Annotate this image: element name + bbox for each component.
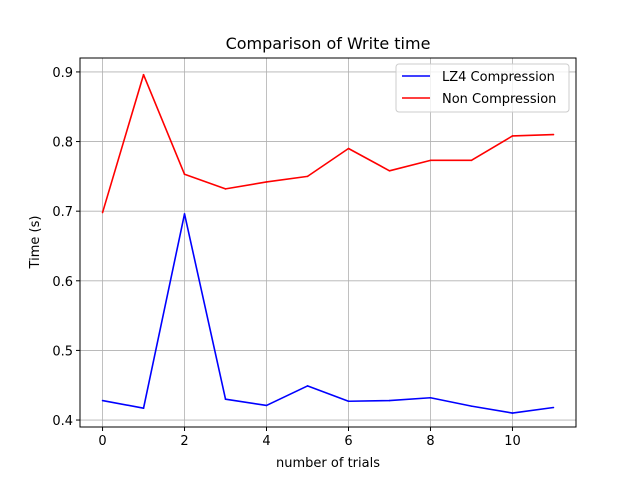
legend-label: LZ4 Compression (442, 70, 555, 85)
x-tick-label: 8 (426, 434, 434, 449)
x-tick-label: 2 (180, 434, 188, 449)
x-axis-ticks: 0 2 4 6 8 10 (98, 427, 521, 449)
legend: LZ4 Compression Non Compression (395, 63, 570, 113)
data-point (306, 385, 309, 387)
grid (80, 58, 576, 427)
chart-title: Comparison of Write time (226, 34, 431, 53)
legend-box (395, 63, 570, 113)
y-tick-label: 0.6 (52, 275, 73, 290)
series-line-1 (101, 73, 554, 213)
series-lines (101, 73, 555, 414)
data-point (183, 213, 186, 215)
data-point (347, 400, 350, 403)
data-point (388, 399, 391, 402)
y-axis-ticks: 0.4 0.5 0.6 0.7 0.8 0.9 (52, 66, 80, 429)
y-tick-label: 0.4 (52, 414, 73, 429)
data-point (388, 169, 391, 172)
y-tick-label: 0.7 (52, 205, 73, 220)
data-point (552, 133, 555, 136)
data-point (142, 73, 145, 76)
data-point (101, 399, 104, 402)
legend-label: Non Compression (442, 92, 556, 107)
y-tick-label: 0.9 (52, 66, 73, 81)
x-tick-label: 10 (504, 434, 521, 449)
x-axis-label: number of trials (276, 456, 380, 471)
series-line-0 (102, 213, 554, 414)
data-point (511, 135, 514, 137)
data-point (224, 188, 227, 190)
data-point (306, 175, 309, 178)
data-point (511, 412, 514, 414)
x-tick-label: 0 (98, 434, 106, 449)
y-tick-label: 0.8 (52, 136, 73, 151)
data-point (552, 406, 555, 409)
data-point (224, 398, 227, 400)
data-point (142, 407, 145, 410)
y-tick-label: 0.5 (52, 344, 73, 359)
data-point (470, 405, 473, 407)
data-point (470, 159, 473, 162)
plot-area-frame (79, 57, 577, 428)
data-point (429, 159, 432, 162)
y-axis-label: Time (s) (28, 216, 43, 270)
data-point (183, 173, 186, 176)
data-point (265, 181, 268, 183)
data-point (101, 211, 104, 214)
data-point (265, 404, 268, 407)
x-tick-label: 4 (262, 434, 270, 449)
data-point (347, 147, 350, 150)
data-point (429, 396, 432, 399)
x-tick-label: 6 (344, 434, 352, 449)
